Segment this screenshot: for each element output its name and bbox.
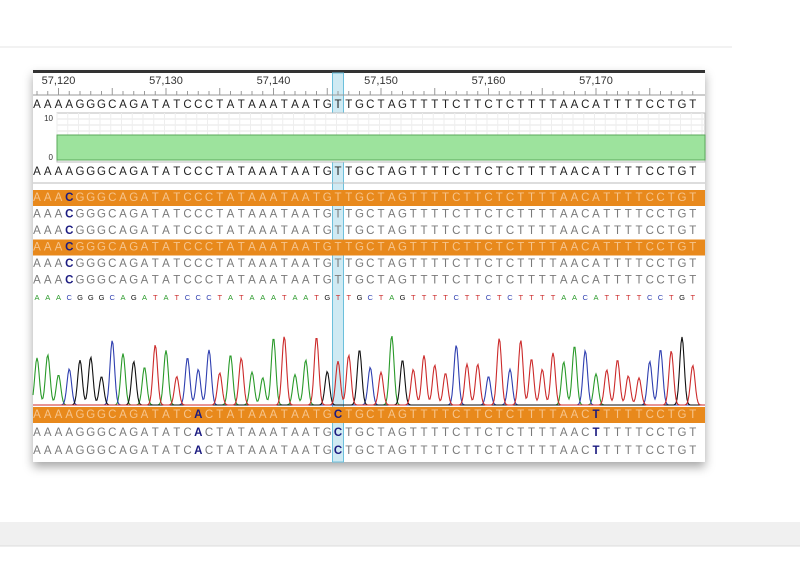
selected-row xyxy=(33,239,705,256)
alignment: 57,120 57,130 57,140 57,150 57,160 57,170 A A A A… xyxy=(32,72,706,463)
coverage-area xyxy=(56,134,706,161)
coverage-min: 0 xyxy=(49,153,54,162)
ruler-label: 57,160 xyxy=(472,75,506,87)
ruler-label: 57,150 xyxy=(364,75,398,87)
selected-row xyxy=(33,190,705,206)
ruler-label: 57,120 xyxy=(42,75,76,87)
ruler-label: 57,170 xyxy=(579,75,613,87)
panel-top-border xyxy=(33,70,705,73)
coverage-max: 10 xyxy=(44,114,53,123)
ruler-label: 57,130 xyxy=(149,75,183,87)
bottom-bar xyxy=(0,522,800,546)
selected-row xyxy=(33,407,705,423)
highlight-column xyxy=(332,72,344,463)
ruler-label: 57,140 xyxy=(257,75,291,87)
trace xyxy=(33,336,705,406)
